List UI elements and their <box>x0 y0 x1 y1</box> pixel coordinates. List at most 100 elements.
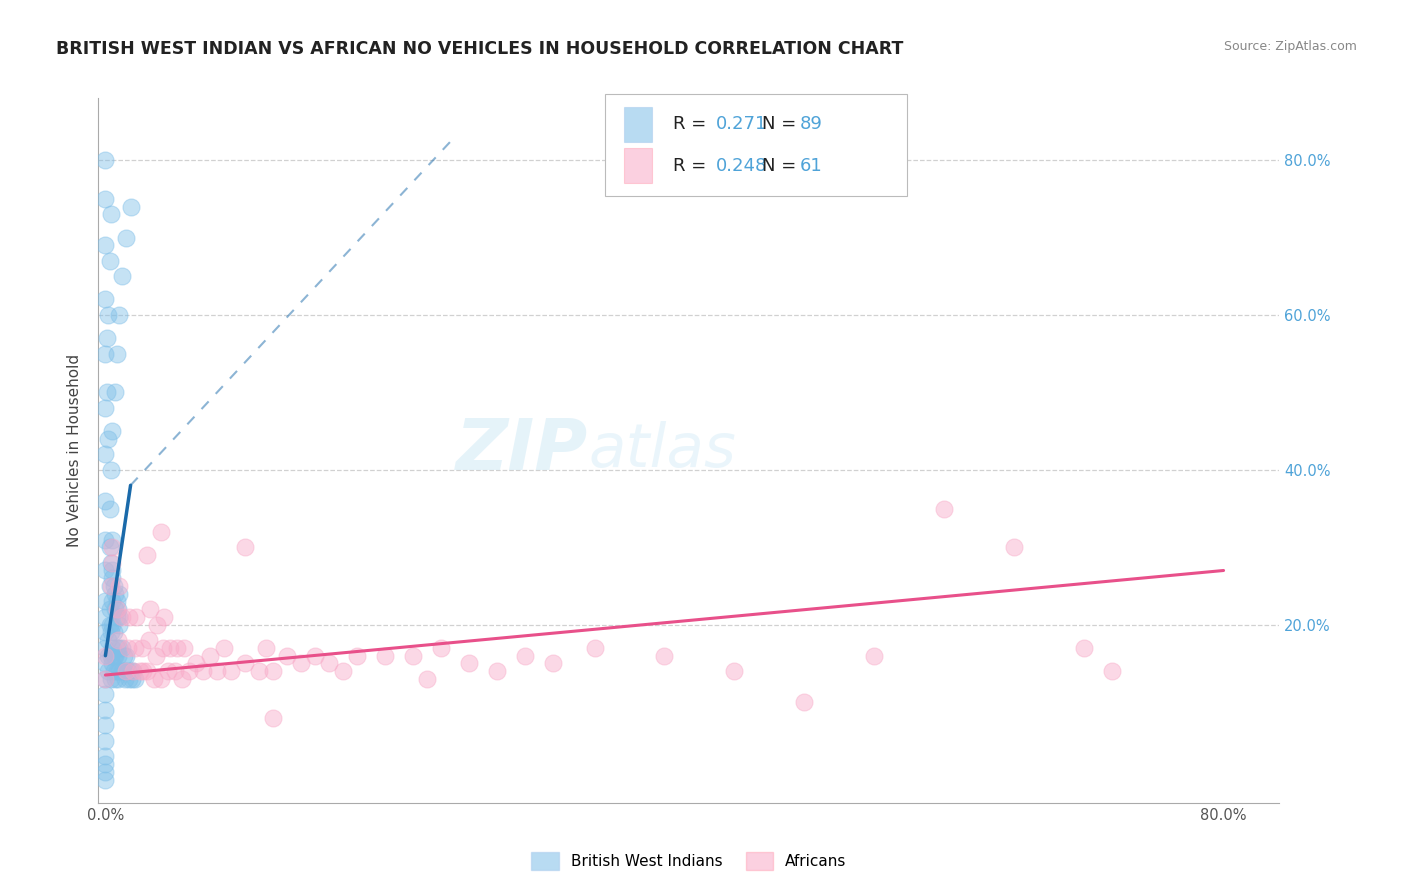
Point <box>103 664 125 678</box>
Text: Source: ZipAtlas.com: Source: ZipAtlas.com <box>1223 40 1357 54</box>
Point <box>416 672 439 686</box>
Text: 89: 89 <box>800 115 823 133</box>
Text: BRITISH WEST INDIAN VS AFRICAN NO VEHICLES IN HOUSEHOLD CORRELATION CHART: BRITISH WEST INDIAN VS AFRICAN NO VEHICL… <box>56 40 904 58</box>
Point <box>103 625 125 640</box>
Point <box>94 734 117 748</box>
Point <box>103 579 125 593</box>
Text: 0.271: 0.271 <box>716 115 768 133</box>
Point <box>374 648 396 663</box>
Point <box>111 269 134 284</box>
Point <box>430 640 453 655</box>
Point <box>94 672 117 686</box>
Point <box>103 648 125 663</box>
Point <box>262 711 284 725</box>
Point <box>121 672 143 686</box>
Point <box>94 657 117 671</box>
Point <box>115 664 138 678</box>
Point <box>402 648 425 663</box>
Point <box>105 594 128 608</box>
Point <box>98 617 121 632</box>
Point <box>233 657 256 671</box>
Point <box>200 648 222 663</box>
Point <box>332 664 354 678</box>
Point <box>129 664 152 678</box>
Point <box>150 672 173 686</box>
Point <box>108 664 131 678</box>
Point <box>104 602 127 616</box>
Point <box>136 548 159 562</box>
Point <box>94 757 117 772</box>
Point <box>100 579 122 593</box>
Point <box>94 672 117 686</box>
Point <box>96 385 118 400</box>
Point <box>166 640 188 655</box>
Point <box>863 648 886 663</box>
Point <box>94 238 117 252</box>
Point <box>118 610 141 624</box>
Text: 61: 61 <box>800 157 823 175</box>
Point <box>193 664 215 678</box>
Point <box>108 308 131 322</box>
Point <box>94 533 117 547</box>
Text: N =: N = <box>762 157 796 175</box>
Point <box>101 617 124 632</box>
Point <box>94 640 117 655</box>
Point <box>101 533 124 547</box>
Point <box>115 648 138 663</box>
Point <box>94 625 117 640</box>
Point <box>111 664 134 678</box>
Point <box>100 207 122 221</box>
Point <box>100 648 122 663</box>
Point <box>122 664 145 678</box>
Point <box>94 293 117 307</box>
Point <box>101 556 124 570</box>
Point <box>97 664 120 678</box>
Point <box>212 640 235 655</box>
Point <box>131 640 153 655</box>
Point <box>100 556 122 570</box>
Point <box>115 664 138 678</box>
Point <box>104 587 127 601</box>
Point <box>114 672 136 686</box>
Point <box>108 640 131 655</box>
Point <box>138 633 160 648</box>
Point <box>94 447 117 461</box>
Point <box>94 772 117 787</box>
Point <box>98 602 121 616</box>
Point <box>94 648 117 663</box>
Point <box>654 648 676 663</box>
Point <box>1002 541 1025 555</box>
Point <box>117 664 139 678</box>
Point <box>146 617 169 632</box>
Point <box>112 664 135 678</box>
Point <box>105 346 128 360</box>
Point <box>485 664 508 678</box>
Point <box>101 640 124 655</box>
Point <box>94 153 117 167</box>
Point <box>346 648 368 663</box>
Point <box>159 640 181 655</box>
Point <box>98 541 121 555</box>
Point <box>219 664 242 678</box>
Point <box>108 579 131 593</box>
Point <box>101 541 124 555</box>
Point <box>101 571 124 585</box>
Point <box>94 764 117 779</box>
Point <box>108 610 131 624</box>
Point <box>136 664 159 678</box>
Point <box>157 664 180 678</box>
Point <box>117 640 139 655</box>
Text: R =: R = <box>673 157 718 175</box>
Point <box>101 564 124 578</box>
Point <box>100 672 122 686</box>
Point <box>105 664 128 678</box>
Point <box>723 664 745 678</box>
Point <box>97 432 120 446</box>
Y-axis label: No Vehicles in Household: No Vehicles in Household <box>67 354 83 547</box>
Point <box>98 253 121 268</box>
Point <box>152 640 174 655</box>
Point <box>105 610 128 624</box>
Point <box>96 331 118 345</box>
Point <box>318 657 340 671</box>
Point <box>94 192 117 206</box>
